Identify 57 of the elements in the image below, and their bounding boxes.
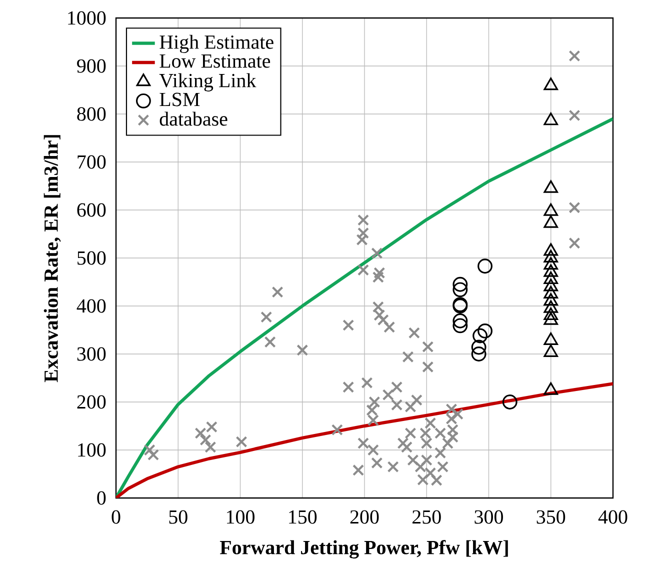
point: [544, 332, 558, 346]
x-tick-label: 0: [112, 510, 120, 524]
x-tick-label: 150: [289, 510, 317, 524]
point: [471, 346, 486, 362]
point: [544, 78, 558, 90]
point: [478, 323, 492, 338]
y-tick-label: 600: [77, 203, 106, 217]
point: [544, 271, 558, 284]
point: [472, 328, 488, 344]
point: [544, 264, 558, 277]
point: [478, 258, 492, 274]
x-tick-label: 250: [412, 510, 441, 524]
y-tick-label: 500: [78, 251, 106, 265]
point: [544, 250, 558, 262]
legend-label: Viking Link: [159, 73, 256, 92]
y-tick-label: 200: [77, 395, 106, 409]
y-tick-label: 400: [76, 299, 106, 313]
point: [544, 203, 558, 216]
point: [471, 340, 486, 355]
point: [544, 180, 558, 193]
point: [544, 300, 558, 313]
x-tick-label: 200: [350, 510, 379, 524]
y-tick-label: 900: [77, 59, 106, 73]
point: [544, 344, 558, 358]
y-tick-label: 300: [77, 347, 106, 361]
point: [544, 257, 558, 270]
x-tick-label: 100: [227, 510, 254, 524]
x-tick-label: 400: [598, 510, 628, 524]
point: [452, 276, 468, 292]
point: [502, 394, 518, 410]
y-tick-label: 1000: [68, 11, 106, 25]
x-tick-label: 300: [474, 510, 503, 524]
legend-label: LSM: [160, 92, 200, 106]
y-tick-label: 700: [78, 155, 106, 169]
x-tick-label: 50: [169, 510, 188, 524]
point: [544, 112, 558, 126]
point: [452, 318, 468, 334]
point: [544, 307, 558, 320]
point: [544, 243, 558, 256]
point: [544, 286, 558, 298]
point: [452, 313, 468, 328]
x-tick-label: 350: [536, 510, 566, 524]
y-axis-title: Excavation Rate, ER [m3/hr]: [44, 135, 61, 382]
point: [544, 312, 558, 325]
point: [544, 382, 558, 395]
legend-label: High Estimate: [160, 34, 274, 53]
point: [544, 278, 558, 292]
y-tick-label: 100: [78, 443, 106, 457]
line-series: [116, 382, 613, 498]
legend-label: Low Estimate: [160, 54, 270, 68]
point: [452, 282, 468, 298]
point: [544, 293, 558, 306]
y-tick-label: 800: [77, 107, 106, 121]
legend-label: database: [160, 112, 228, 126]
point: [544, 215, 558, 228]
x-axis-title: Forward Jetting Power, Pfw [kW]: [220, 540, 508, 559]
y-tick-label: 0: [97, 491, 106, 505]
